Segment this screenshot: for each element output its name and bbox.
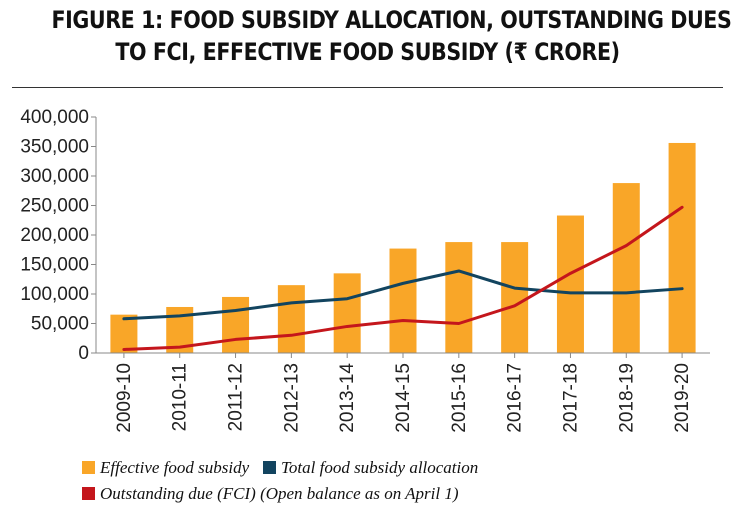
x-tick-label: 2017-18: [560, 363, 581, 433]
y-tick-label: 100,000: [20, 284, 89, 305]
bar-effective-food-subsidy: [389, 248, 417, 353]
y-tick-label: 350,000: [20, 137, 89, 158]
line-total-food-subsidy-allocation: [122, 269, 684, 321]
x-tick-label: 2018-19: [616, 363, 637, 433]
legend-label-effective-food-subsidy: Effective food subsidy: [99, 458, 250, 477]
legend-swatch-outstanding-due-fci: [82, 487, 95, 500]
bar-effective-food-subsidy: [612, 183, 640, 353]
x-tick-label: 2010-11: [170, 363, 191, 431]
x-tick-label: 2015-16: [449, 363, 470, 433]
x-tick-label: 2011-12: [226, 363, 247, 431]
bar-effective-food-subsidy: [333, 273, 361, 353]
bar-effective-food-subsidy: [501, 242, 529, 353]
bar-effective-food-subsidy: [222, 296, 250, 353]
x-tick-label: 2009-10: [114, 363, 135, 433]
bar-effective-food-subsidy: [277, 285, 305, 353]
y-tick-label: 400,000: [20, 107, 89, 128]
x-tick-label: 2016-17: [505, 363, 526, 433]
legend-label-outstanding-due-fci: Outstanding due (FCI) (Open balance as o…: [100, 484, 459, 503]
bar-effective-food-subsidy: [445, 242, 473, 353]
legend-swatch-total-food-subsidy-allocation: [263, 461, 276, 474]
chart-title-line-2: TO FCI, EFFECTIVE FOOD SUBSIDY (₹ CRORE): [115, 38, 620, 66]
y-tick-label: 200,000: [20, 225, 89, 246]
x-tick-label: 2013-14: [337, 363, 358, 433]
y-tick-label: 0: [78, 343, 89, 364]
y-tick-label: 150,000: [20, 255, 89, 276]
bar-effective-food-subsidy: [110, 314, 138, 353]
legend-swatch-effective-food-subsidy: [82, 461, 95, 474]
title-divider: [12, 87, 723, 88]
x-tick-label: 2014-15: [393, 363, 414, 433]
legend-label-total-food-subsidy-allocation: Total food subsidy allocation: [281, 458, 478, 477]
chart-title-line-1: FIGURE 1: FOOD SUBSIDY ALLOCATION, OUTST…: [51, 6, 732, 34]
line-outstanding-due-fci: [122, 205, 684, 351]
x-tick-label: 2012-13: [281, 363, 302, 433]
bar-effective-food-subsidy: [668, 142, 696, 353]
y-tick-label: 300,000: [20, 166, 89, 187]
y-tick-label: 250,000: [20, 196, 89, 217]
legend: Effective food subsidy Total food subsidy…: [82, 458, 478, 503]
chart-title: FIGURE 1: FOOD SUBSIDY ALLOCATION, OUTST…: [51, 4, 732, 68]
y-tick-label: 50,000: [31, 314, 89, 335]
x-tick-label: 2019-20: [672, 363, 693, 433]
bar-effective-food-subsidy: [556, 215, 584, 353]
